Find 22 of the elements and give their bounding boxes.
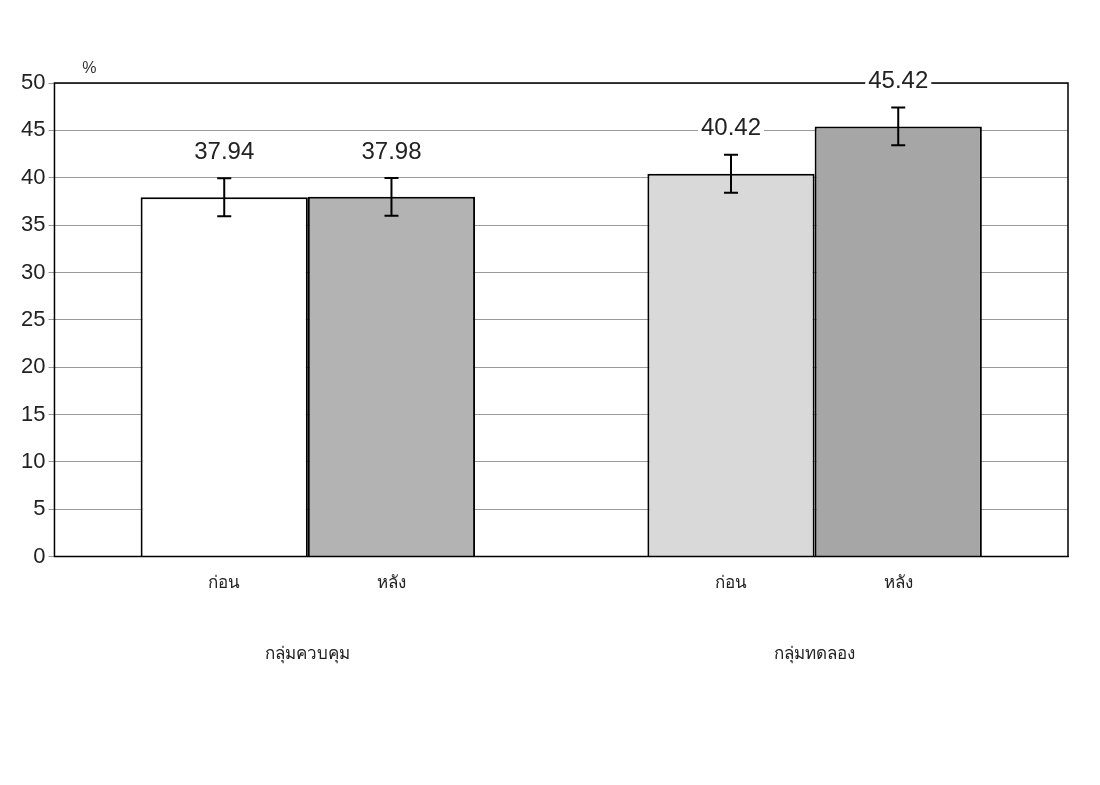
data-label: 40.42 xyxy=(700,113,762,141)
series-label: หลัง xyxy=(376,571,406,592)
data-label: 37.98 xyxy=(361,136,422,164)
text: หลัง xyxy=(883,571,913,592)
y-tick-label: 35 xyxy=(20,211,46,237)
series-label: ก่อน xyxy=(208,571,241,592)
data-label: 37.94 xyxy=(194,136,255,164)
x-tick-label: กลุ่มควบคุม xyxy=(265,643,351,665)
y-tick-label: 25 xyxy=(20,305,46,331)
y-tick-label: 0 xyxy=(33,542,46,568)
y-tick-label: 50 xyxy=(20,69,46,95)
y-tick-label: 30 xyxy=(20,258,46,284)
y-tick-label: 15 xyxy=(20,400,46,426)
data-label: 45.42 xyxy=(868,66,929,94)
x-tick-label: กลุ่มทดลอง xyxy=(774,643,856,665)
y-tick-label: 5 xyxy=(33,495,46,521)
y-tick-label: 45 xyxy=(20,116,46,142)
y-tick-label: 10 xyxy=(20,447,46,473)
y-axis-title: % xyxy=(82,59,97,77)
y-tick-label: 20 xyxy=(20,353,46,379)
text: ก่อน xyxy=(715,571,747,592)
y-tick-label: 40 xyxy=(20,163,46,189)
